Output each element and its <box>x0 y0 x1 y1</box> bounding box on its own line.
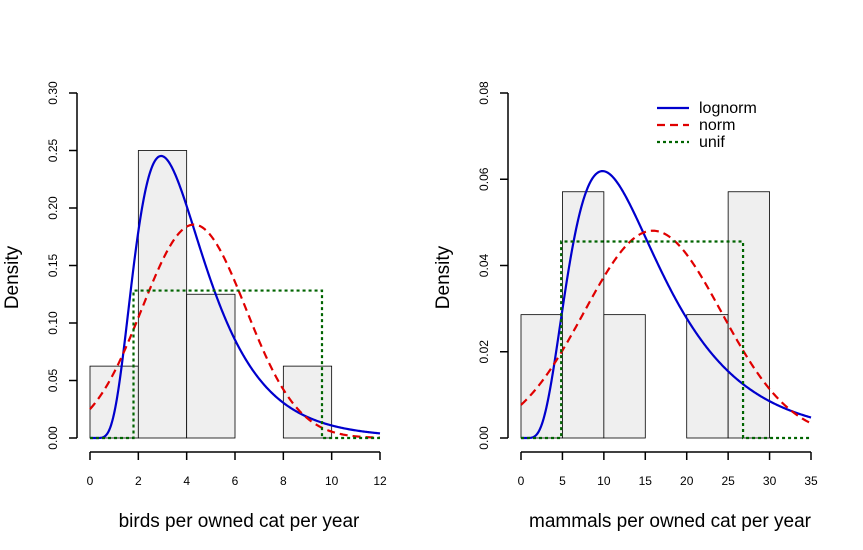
x-tick-label: 2 <box>135 474 142 488</box>
histogram-bar <box>603 314 646 439</box>
legend-label-lognorm: lognorm <box>699 100 757 117</box>
y-tick-label: 0.10 <box>46 311 60 335</box>
histogram-bar <box>89 365 139 439</box>
y-tick-label: 0.00 <box>46 426 60 450</box>
birds-histogram-panel: 0 2 4 6 8 10 12 0.00 0.05 0.10 0.15 0.20 0.25 0.30 bir… <box>2 81 387 532</box>
histogram-bar <box>727 191 770 439</box>
x-axis-title: mammals per owned cat per year <box>529 511 812 532</box>
y-tick-label: 0.08 <box>477 81 491 105</box>
x-tick-label: 5 <box>559 474 566 488</box>
y-tick-label: 0.02 <box>477 340 491 364</box>
x-tick-label: 25 <box>721 474 735 488</box>
norm-density-curve <box>89 223 381 439</box>
histogram-bar <box>520 314 563 439</box>
histogram-bar <box>137 150 188 439</box>
y-tick-label: 0.06 <box>477 167 491 191</box>
legend-label-norm: norm <box>699 117 735 134</box>
y-tick-label: 0.00 <box>477 426 491 450</box>
x-tick-label: 20 <box>680 474 694 488</box>
legend-label-unif: unif <box>699 134 725 151</box>
histogram-bar <box>282 365 333 439</box>
y-axis-title: Density <box>433 245 454 309</box>
x-tick-label: 10 <box>325 474 339 488</box>
y-tick-label: 0.15 <box>46 253 60 277</box>
mammals-histogram-panel: 0 5 10 15 20 25 30 35 0.00 0.02 0.04 0.06 0.08 mammal… <box>433 81 818 532</box>
y-tick-label: 0.04 <box>477 253 491 277</box>
lognorm-density-curve <box>90 154 381 440</box>
x-tick-label: 10 <box>597 474 611 488</box>
x-tick-label: 4 <box>183 474 190 488</box>
x-tick-label: 30 <box>763 474 777 488</box>
x-axis-title: birds per owned cat per year <box>119 511 360 532</box>
x-tick-label: 0 <box>518 474 525 488</box>
x-tick-label: 15 <box>639 474 653 488</box>
histogram-bar <box>686 314 729 439</box>
y-tick-label: 0.30 <box>46 81 60 105</box>
x-tick-label: 12 <box>373 474 387 488</box>
unif-density-curve <box>90 289 380 440</box>
y-axis-title: Density <box>2 245 23 309</box>
x-tick-label: 6 <box>232 474 239 488</box>
x-tick-label: 8 <box>280 474 287 488</box>
histogram-bar <box>186 293 236 439</box>
x-tick-label: 35 <box>804 474 818 488</box>
y-tick-label: 0.05 <box>46 368 60 392</box>
y-tick-label: 0.25 <box>46 138 60 162</box>
unif-density-curve <box>521 240 811 440</box>
norm-density-curve <box>520 229 812 425</box>
lognorm-density-curve <box>521 169 812 440</box>
x-tick-label: 0 <box>87 474 94 488</box>
y-tick-label: 0.20 <box>46 196 60 220</box>
